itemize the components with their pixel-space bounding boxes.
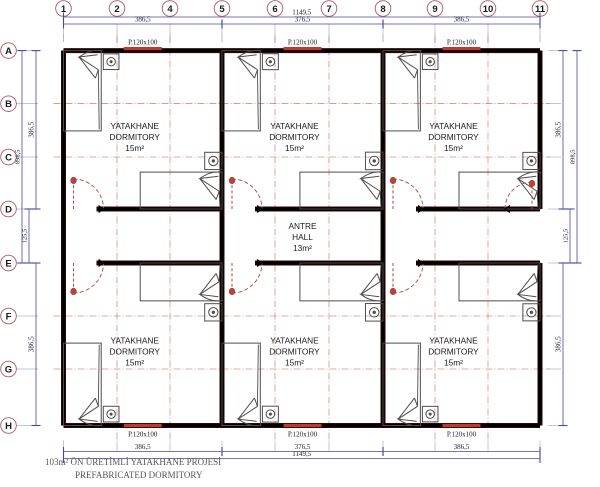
svg-text:P.120x100: P.120x100 — [288, 39, 318, 47]
svg-text:5: 5 — [219, 4, 225, 15]
svg-text:125,5: 125,5 — [22, 229, 29, 244]
svg-text:15m²: 15m² — [285, 143, 304, 153]
svg-text:DORMITORY: DORMITORY — [110, 132, 161, 142]
svg-text:898,5: 898,5 — [570, 149, 577, 164]
svg-text:386,5: 386,5 — [135, 443, 151, 451]
svg-text:386,5: 386,5 — [454, 443, 470, 451]
svg-text:YATAKHANE: YATAKHANE — [429, 335, 478, 345]
svg-text:DORMITORY: DORMITORY — [269, 346, 320, 356]
svg-text:15m²: 15m² — [444, 143, 463, 153]
svg-text:YATAKHANE: YATAKHANE — [111, 121, 160, 131]
svg-text:ANTRE: ANTRE — [288, 221, 317, 231]
svg-text:15m²: 15m² — [125, 143, 144, 153]
svg-text:15m²: 15m² — [285, 357, 304, 367]
svg-text:386,5: 386,5 — [555, 121, 563, 137]
svg-text:103m² ÖN ÜRETİMLİ YATAKHANE PR: 103m² ÖN ÜRETİMLİ YATAKHANE PROJESİ — [45, 457, 221, 467]
svg-text:9: 9 — [432, 4, 437, 15]
svg-text:15m²: 15m² — [125, 357, 144, 367]
svg-text:YATAKHANE: YATAKHANE — [270, 335, 319, 345]
svg-text:PREFABRICATED DORMITORY: PREFABRICATED DORMITORY — [75, 470, 203, 480]
svg-text:H: H — [5, 421, 12, 432]
svg-text:8: 8 — [380, 4, 385, 15]
svg-text:E: E — [5, 258, 11, 269]
svg-text:DORMITORY: DORMITORY — [269, 132, 320, 142]
svg-text:B: B — [5, 99, 12, 110]
svg-text:125,5: 125,5 — [563, 229, 570, 244]
svg-text:DORMITORY: DORMITORY — [110, 346, 161, 356]
svg-text:P.120x100: P.120x100 — [128, 39, 158, 47]
svg-text:386,5: 386,5 — [555, 336, 563, 352]
svg-text:4: 4 — [167, 4, 173, 15]
svg-text:YATAKHANE: YATAKHANE — [270, 121, 319, 131]
svg-text:F: F — [6, 311, 12, 322]
svg-text:386,5: 386,5 — [28, 121, 36, 137]
svg-text:15m²: 15m² — [444, 357, 463, 367]
svg-text:7: 7 — [326, 4, 331, 15]
svg-text:DORMITORY: DORMITORY — [428, 132, 479, 142]
svg-text:898,5: 898,5 — [15, 149, 22, 164]
svg-text:386,5: 386,5 — [454, 16, 470, 24]
svg-text:C: C — [5, 152, 12, 163]
svg-text:HALL: HALL — [292, 232, 313, 242]
svg-text:D: D — [5, 204, 12, 215]
svg-text:2: 2 — [114, 4, 119, 15]
svg-text:P.120x100: P.120x100 — [447, 39, 477, 47]
svg-text:YATAKHANE: YATAKHANE — [111, 335, 160, 345]
svg-text:P.120x100: P.120x100 — [128, 431, 158, 439]
svg-text:10: 10 — [483, 4, 494, 15]
svg-text:376,5: 376,5 — [295, 16, 311, 24]
svg-text:6: 6 — [272, 4, 277, 15]
svg-text:A: A — [5, 46, 12, 57]
svg-text:376,5: 376,5 — [295, 443, 311, 451]
svg-text:G: G — [5, 364, 12, 375]
svg-text:13m²: 13m² — [293, 243, 312, 253]
svg-text:386,5: 386,5 — [28, 336, 36, 352]
svg-text:P.120x100: P.120x100 — [288, 431, 318, 439]
svg-text:YATAKHANE: YATAKHANE — [429, 121, 478, 131]
svg-text:386,5: 386,5 — [135, 16, 151, 24]
svg-text:DORMITORY: DORMITORY — [428, 346, 479, 356]
svg-text:P.120x100: P.120x100 — [447, 431, 477, 439]
